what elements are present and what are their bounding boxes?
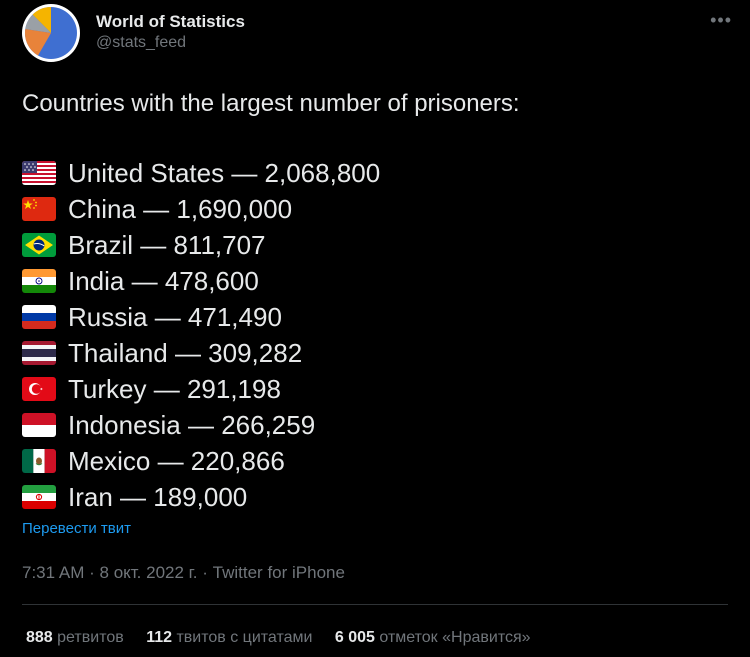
translate-tweet-link[interactable]: Перевести твит: [22, 520, 131, 537]
retweets-count: 888: [26, 629, 53, 646]
russia-flag-icon: [22, 305, 56, 329]
list-item: Iran — 189,000: [22, 479, 380, 515]
country-text: Brazil — 811,707: [68, 229, 266, 260]
country-text: Russia — 471,490: [68, 301, 282, 332]
tweet-header: World of Statistics @stats_feed •••: [22, 4, 732, 64]
country-text: Indonesia — 266,259: [68, 409, 316, 440]
country-text: China — 1,690,000: [68, 193, 293, 224]
author-handle[interactable]: @stats_feed: [96, 34, 187, 51]
author-display-name[interactable]: World of Statistics: [96, 12, 245, 31]
tweet-stats: 888 ретвитов 112 твитов с цитатами 6 005…: [26, 629, 549, 647]
divider: [22, 604, 728, 605]
tweet-meta: 7:31 AM · 8 окт. 2022 г. · Twitter for i…: [22, 563, 345, 583]
list-item: Brazil — 811,707: [22, 227, 380, 263]
list-item: United States — 2,068,800: [22, 155, 380, 191]
meta-separator: ·: [202, 563, 208, 582]
country-text: India — 478,600: [68, 265, 259, 296]
list-item: Russia — 471,490: [22, 299, 380, 335]
likes-stat[interactable]: 6 005 отметок «Нравится»: [335, 629, 531, 646]
author-names: World of Statistics @stats_feed: [96, 12, 245, 54]
country-text: Iran — 189,000: [68, 481, 248, 512]
list-item: Thailand — 309,282: [22, 335, 380, 371]
mexico-flag-icon: [22, 449, 56, 473]
india-flag-icon: [22, 269, 56, 293]
country-text: Mexico — 220,866: [68, 445, 285, 476]
retweets-label: ретвитов: [57, 629, 124, 646]
list-item: Mexico — 220,866: [22, 443, 380, 479]
country-list: United States — 2,068,800 China — 1,690,…: [22, 155, 380, 515]
tweet-intro-text: Countries with the largest number of pri…: [22, 90, 520, 117]
list-item: China — 1,690,000: [22, 191, 380, 227]
iran-flag-icon: [22, 485, 56, 509]
more-options-icon[interactable]: •••: [710, 10, 732, 30]
brazil-flag-icon: [22, 233, 56, 257]
likes-count: 6 005: [334, 629, 375, 646]
tweet-time[interactable]: 7:31 AM: [22, 563, 85, 582]
list-item: India — 478,600: [22, 263, 380, 299]
pie-chart-avatar-icon[interactable]: [22, 4, 80, 62]
thailand-flag-icon: [22, 341, 56, 365]
meta-separator: ·: [89, 563, 95, 582]
list-item: Turkey — 291,198: [22, 371, 380, 407]
us-flag-icon: [22, 161, 56, 185]
turkey-flag-icon: [22, 377, 56, 401]
likes-label: отметок «Нравится»: [379, 629, 531, 646]
country-text: United States — 2,068,800: [68, 157, 381, 188]
list-item: Indonesia — 266,259: [22, 407, 380, 443]
tweet-source[interactable]: Twitter for iPhone: [212, 563, 345, 582]
china-flag-icon: [22, 197, 56, 221]
indonesia-flag-icon: [22, 413, 56, 437]
quotes-label: твитов с цитатами: [176, 629, 313, 646]
tweet-date[interactable]: 8 окт. 2022 г.: [99, 563, 198, 582]
retweets-stat[interactable]: 888 ретвитов: [26, 629, 124, 646]
country-text: Thailand — 309,282: [68, 337, 303, 368]
quotes-stat[interactable]: 112 твитов с цитатами: [146, 629, 312, 646]
country-text: Turkey — 291,198: [68, 373, 281, 404]
quotes-count: 112: [146, 629, 172, 646]
